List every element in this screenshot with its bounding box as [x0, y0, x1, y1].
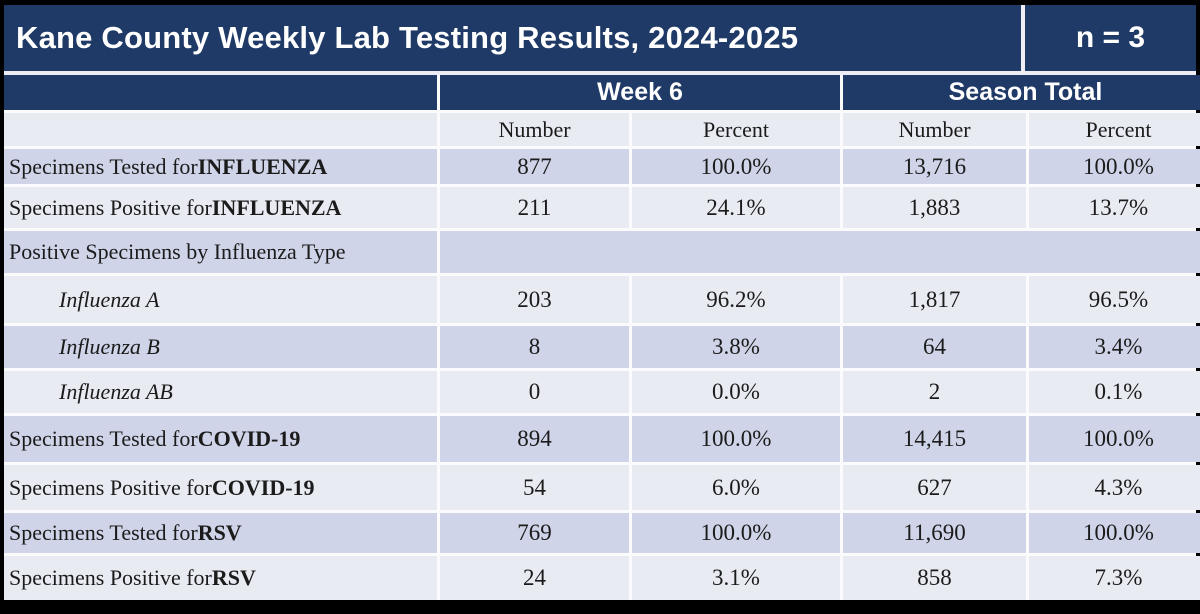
row-label-positive-specimens-by-influenza-type: Positive Specimens by Influenza Type: [4, 231, 437, 273]
header-separator: [4, 71, 1196, 75]
subheader-percent-1: Percent: [632, 113, 840, 146]
row-label-influenza-a: Influenza A: [4, 276, 437, 323]
value-specimens-positive-for-influenza-col3: 13.7%: [1029, 187, 1200, 228]
value-specimens-tested-for-covid-19-col2: 14,415: [843, 416, 1026, 462]
value-specimens-positive-for-covid-19-col0: 54: [440, 465, 629, 510]
row-label-emphasis: COVID-19: [211, 474, 315, 500]
value-influenza-ab-col1: 0.0%: [632, 371, 840, 413]
title-divider: [1021, 5, 1025, 71]
row-label-emphasis: RSV: [197, 520, 242, 545]
value-specimens-positive-for-rsv-col2: 858: [843, 556, 1026, 600]
row-label-text: Specimens Tested for: [9, 520, 198, 545]
header-corner-cell: [4, 75, 437, 110]
value-specimens-tested-for-covid-19-col1: 100.0%: [632, 416, 840, 462]
sample-size-badge: n = 3: [1075, 21, 1146, 54]
row-label-specimens-positive-for-rsv: Specimens Positive for RSV: [4, 556, 437, 600]
value-influenza-b-col0: 8: [440, 326, 629, 368]
value-specimens-tested-for-covid-19-col3: 100.0%: [1029, 416, 1200, 462]
value-specimens-positive-for-influenza-col2: 1,883: [843, 187, 1026, 228]
value-specimens-positive-for-rsv-col0: 24: [440, 556, 629, 600]
row-label-influenza-ab: Influenza AB: [4, 371, 437, 413]
value-specimens-positive-for-rsv-col3: 7.3%: [1029, 556, 1200, 600]
value-influenza-ab-col0: 0: [440, 371, 629, 413]
row-label-text: Influenza B: [59, 334, 160, 359]
value-specimens-tested-for-influenza-col0: 877: [440, 149, 629, 184]
row-label-influenza-b: Influenza B: [4, 326, 437, 368]
value-specimens-positive-for-influenza-col1: 24.1%: [632, 187, 840, 228]
value-influenza-ab-col2: 2: [843, 371, 1026, 413]
value-specimens-tested-for-influenza-col1: 100.0%: [632, 149, 840, 184]
row-label-text: Specimens Tested for: [9, 426, 198, 451]
row-label-text: Positive Specimens by Influenza Type: [9, 239, 346, 264]
value-influenza-b-col3: 3.4%: [1029, 326, 1200, 368]
value-influenza-b-col2: 64: [843, 326, 1026, 368]
value-specimens-positive-for-rsv-col1: 3.1%: [632, 556, 840, 600]
value-specimens-tested-for-influenza-col3: 100.0%: [1029, 149, 1200, 184]
row-label-text: Influenza A: [59, 286, 160, 312]
subheader-number-2: Number: [843, 113, 1026, 146]
title-bar: Kane County Weekly Lab Testing Results, …: [4, 5, 1196, 71]
row-label-specimens-positive-for-covid-19: Specimens Positive for COVID-19: [4, 465, 437, 510]
row-label-text: Specimens Positive for: [9, 474, 212, 500]
column-group-week-6: Week 6: [440, 75, 840, 110]
value-specimens-positive-for-covid-19-col1: 6.0%: [632, 465, 840, 510]
row-label-text: Influenza AB: [59, 379, 173, 404]
row-label-emphasis: INFLUENZA: [211, 194, 342, 220]
value-specimens-tested-for-rsv-col0: 769: [440, 513, 629, 553]
row-label-emphasis: INFLUENZA: [197, 153, 328, 179]
value-specimens-tested-for-influenza-col2: 13,716: [843, 149, 1026, 184]
row-label-emphasis: RSV: [211, 565, 256, 590]
value-influenza-a-col2: 1,817: [843, 276, 1026, 323]
value-specimens-positive-for-covid-19-col3: 4.3%: [1029, 465, 1200, 510]
value-specimens-tested-for-covid-19-col0: 894: [440, 416, 629, 462]
row-label-specimens-tested-for-covid-19: Specimens Tested for COVID-19: [4, 416, 437, 462]
subheader-number-0: Number: [440, 113, 629, 146]
row-label-specimens-positive-for-influenza: Specimens Positive for INFLUENZA: [4, 187, 437, 228]
value-influenza-a-col3: 96.5%: [1029, 276, 1200, 323]
value-influenza-a-col0: 203: [440, 276, 629, 323]
row-label-text: Specimens Positive for: [9, 194, 212, 220]
row-label-specimens-tested-for-rsv: Specimens Tested for RSV: [4, 513, 437, 553]
column-group-season-total: Season Total: [843, 75, 1200, 110]
value-specimens-tested-for-rsv-col3: 100.0%: [1029, 513, 1200, 553]
value-specimens-positive-for-covid-19-col2: 627: [843, 465, 1026, 510]
value-influenza-a-col1: 96.2%: [632, 276, 840, 323]
value-specimens-tested-for-rsv-col1: 100.0%: [632, 513, 840, 553]
value-specimens-tested-for-rsv-col2: 11,690: [843, 513, 1026, 553]
row-label-emphasis: COVID-19: [197, 426, 301, 451]
row-label-specimens-tested-for-influenza: Specimens Tested for INFLUENZA: [4, 149, 437, 184]
value-influenza-b-col1: 3.8%: [632, 326, 840, 368]
merged-empty-cell-positive-specimens-by-influenza-type: [440, 231, 1200, 273]
row-label-text: Specimens Positive for: [9, 565, 212, 590]
table-title: Kane County Weekly Lab Testing Results, …: [16, 20, 799, 55]
row-label-text: Specimens Tested for: [9, 153, 198, 179]
value-specimens-positive-for-influenza-col0: 211: [440, 187, 629, 228]
subheader-spacer: [4, 113, 437, 146]
value-influenza-ab-col3: 0.1%: [1029, 371, 1200, 413]
subheader-percent-3: Percent: [1029, 113, 1200, 146]
results-table: Week 6 Season Total Number Percent Number Per…: [4, 75, 1200, 600]
